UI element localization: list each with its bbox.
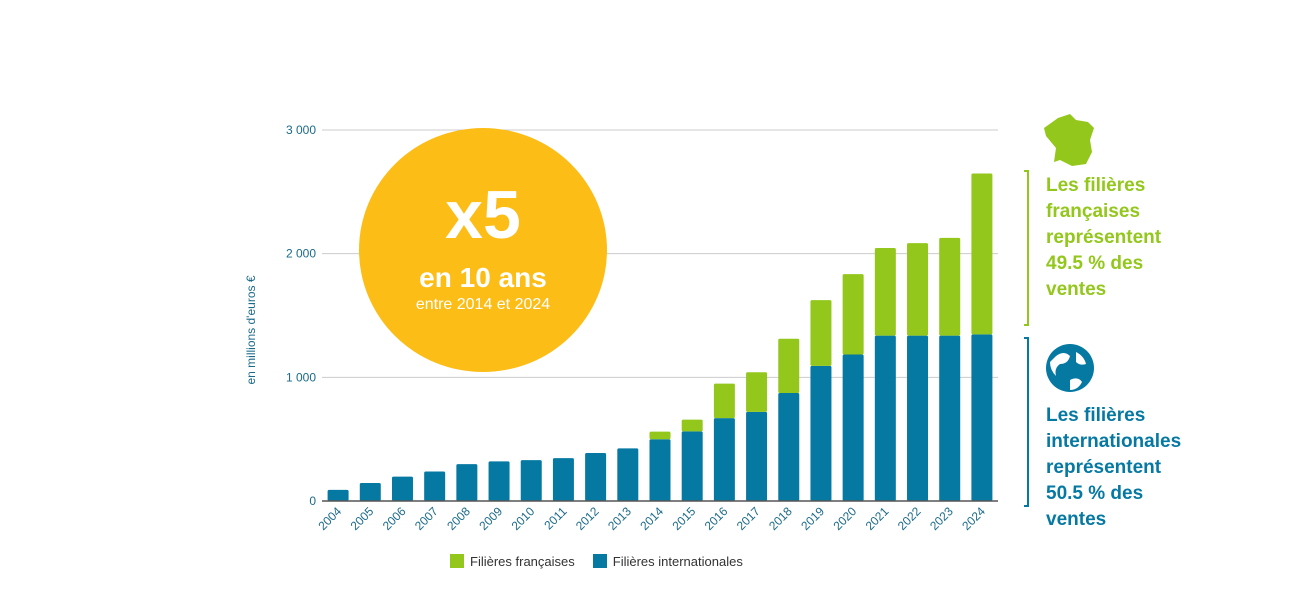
bar-2015 [681, 431, 703, 501]
badge: x5 en 10 ans entre 2014 et 2024 [359, 128, 607, 372]
fr-line: françaises [1046, 201, 1141, 222]
bar-2020 [842, 354, 864, 501]
bar-2015 [681, 419, 703, 432]
bar-2024 [971, 334, 993, 501]
badge-big: x5 [445, 177, 521, 253]
bar-2016 [713, 418, 735, 501]
fr-line: ventes [1046, 279, 1107, 300]
bar-2006 [391, 476, 413, 501]
bar-2012 [585, 453, 607, 501]
y-tick-label: 0 [309, 494, 316, 508]
x-tick-label: 2016 [702, 504, 731, 533]
x-tick-label: 2004 [315, 504, 344, 533]
x-tick-label: 2006 [380, 504, 409, 533]
y-tick-label: 2 000 [286, 247, 316, 261]
x-tick-label: 2008 [444, 504, 473, 533]
x-tick-label: 2017 [734, 504, 763, 533]
badge-mid: en 10 ans [419, 262, 547, 293]
x-tick-label: 2011 [541, 504, 569, 532]
bar-2013 [617, 448, 639, 501]
bar-2021 [874, 335, 896, 501]
bar-2004 [327, 489, 349, 501]
int-line: Les filières [1046, 405, 1146, 426]
fr-text: Les filières françaises représentent 49.… [1046, 173, 1161, 303]
x-tick-label: 2007 [412, 504, 441, 533]
legend: Filières françaises Filières internation… [450, 554, 743, 569]
x-tick-label: 2018 [766, 504, 795, 533]
int-line: internationales [1046, 431, 1182, 452]
bar-2017 [746, 411, 768, 501]
fr-line: représentent [1046, 227, 1162, 248]
y-tick-label: 1 000 [286, 370, 316, 384]
bar-2020 [842, 274, 864, 355]
bar-2024 [971, 173, 993, 335]
x-tick-label: 2020 [830, 504, 859, 533]
bar-2010 [520, 460, 542, 501]
x-tick-label: 2019 [798, 504, 827, 533]
x-tick-label: 2009 [476, 504, 505, 533]
legend-item-int: Filières internationales [592, 554, 743, 569]
x-tick-label: 2010 [509, 504, 538, 533]
bar-2021 [874, 247, 896, 336]
bar-2014 [649, 431, 671, 440]
bar-2023 [939, 335, 961, 501]
int-line: représentent [1046, 457, 1162, 478]
x-tick-label: 2012 [573, 504, 602, 533]
bar-2018 [778, 393, 800, 501]
bar-2017 [746, 372, 768, 412]
bar-2016 [713, 383, 735, 419]
x-tick-label: 2023 [927, 504, 956, 533]
badge-small: entre 2014 et 2024 [415, 296, 551, 313]
bar-2007 [424, 471, 446, 501]
y-tick-label: 3 000 [286, 123, 316, 137]
int-text: Les filières internationales représenten… [1046, 403, 1181, 533]
bar-2011 [552, 458, 574, 501]
fr-line: 49.5 % des [1046, 253, 1144, 274]
legend-label: Filières internationales [612, 554, 743, 569]
bar-2022 [907, 335, 929, 501]
x-tick-label: 2013 [605, 504, 634, 533]
bar-2005 [359, 482, 381, 501]
bar-2018 [778, 338, 800, 394]
x-tick-label: 2024 [959, 504, 988, 533]
bar-2022 [907, 243, 929, 336]
bar-2019 [810, 300, 832, 366]
bar-2009 [488, 461, 510, 501]
bar-2014 [649, 439, 671, 501]
x-tick-label: 2014 [637, 504, 666, 533]
int-line: ventes [1046, 509, 1107, 530]
int-line: 50.5 % des [1046, 483, 1144, 504]
bar-2023 [939, 237, 961, 336]
legend-label: Filières françaises [470, 554, 575, 569]
y-axis-label: en millions d'euros € [244, 275, 258, 384]
x-tick-label: 2015 [670, 504, 699, 533]
fr-line: Les filières [1046, 175, 1146, 196]
x-tick-label: 2021 [863, 504, 892, 533]
legend-item-fr: Filières françaises [450, 554, 575, 569]
x-tick-label: 2005 [348, 504, 377, 533]
bar-2019 [810, 365, 832, 501]
bar-2008 [456, 464, 478, 501]
x-tick-label: 2022 [895, 504, 924, 533]
